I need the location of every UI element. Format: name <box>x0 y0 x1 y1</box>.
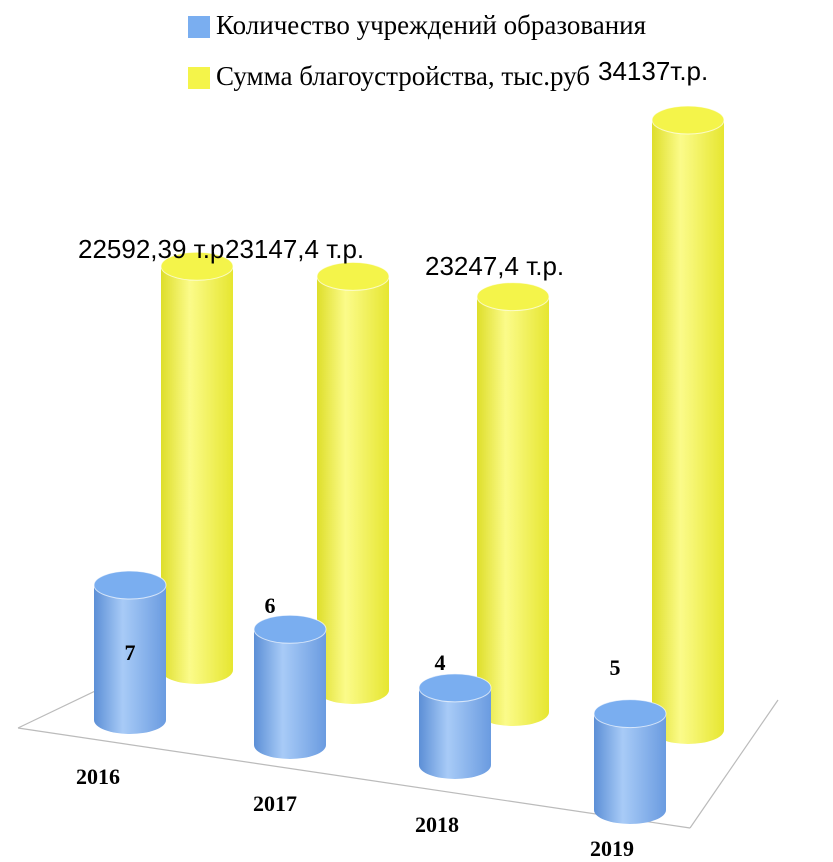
data-label: 23147,4 т.р. <box>225 234 364 264</box>
legend-label: Сумма благоустройства, тыс.руб <box>216 61 590 91</box>
data-label: 4 <box>435 650 446 675</box>
cylinder-top <box>476 282 550 312</box>
cylinder <box>419 687 491 779</box>
cylinder-top <box>93 570 167 600</box>
x-tick-label: 2017 <box>253 791 297 816</box>
cylinder <box>94 585 166 734</box>
legend-swatch <box>188 67 210 89</box>
cylinder <box>254 629 326 759</box>
cylinder <box>317 276 389 704</box>
cylinder <box>477 296 549 726</box>
data-label: 23247,4 т.р. <box>425 251 564 281</box>
x-tick-label: 2019 <box>590 836 634 861</box>
cylinder-top <box>160 251 234 281</box>
cylinder <box>594 713 666 824</box>
cylinder-top <box>253 614 327 644</box>
data-label: 34137т.р. <box>598 56 708 86</box>
legend-swatch <box>188 16 210 38</box>
cylinder-top <box>418 673 492 703</box>
data-label: 7 <box>125 640 136 665</box>
data-label: 22592,39 т.р. <box>78 234 232 264</box>
data-label: 6 <box>265 593 276 618</box>
data-label: 5 <box>610 655 621 680</box>
x-tick-label: 2018 <box>415 812 459 837</box>
legend-label: Количество учреждений образования <box>216 10 646 40</box>
cylinder-top <box>593 699 667 729</box>
x-tick-label: 2016 <box>76 764 120 789</box>
cylinder <box>652 120 724 744</box>
cylinder-top <box>651 105 725 135</box>
cylinder <box>161 266 233 684</box>
cylinder-top <box>316 261 390 291</box>
